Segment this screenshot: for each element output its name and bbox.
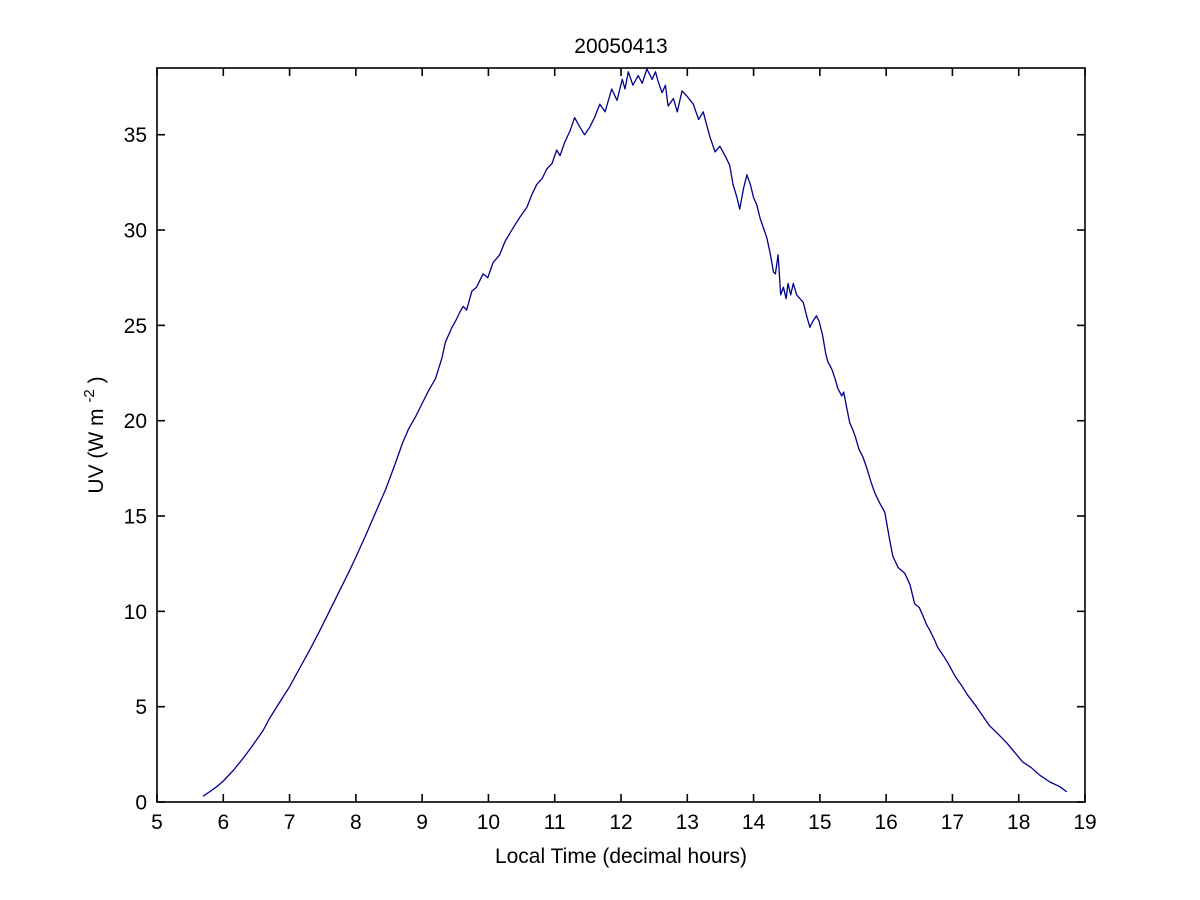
- x-tick-label: 16: [874, 811, 897, 834]
- x-tick-label: 6: [217, 811, 229, 834]
- y-tick-label: 30: [124, 220, 147, 243]
- x-tick-label: 5: [151, 811, 163, 834]
- y-tick-label: 0: [135, 792, 147, 815]
- y-tick-label: 20: [124, 410, 147, 433]
- axis-ticks: [156, 68, 1086, 803]
- x-tick-label: 15: [808, 811, 831, 834]
- x-tick-label: 18: [1007, 811, 1030, 834]
- y-axis-label-superscript: -2: [81, 389, 98, 402]
- y-axis-label: UV (W m -2 ): [76, 376, 108, 493]
- chart-title: 20050413: [574, 35, 667, 58]
- y-tick-label: 5: [135, 696, 147, 719]
- x-tick-label: 19: [1073, 811, 1096, 834]
- uv-series-line: [202, 68, 1068, 797]
- x-tick-label: 9: [416, 811, 428, 834]
- y-tick-label: 10: [124, 601, 147, 624]
- x-tick-label: 8: [350, 811, 362, 834]
- x-tick-label: 17: [941, 811, 964, 834]
- x-tick-label: 11: [544, 811, 566, 834]
- x-axis-label: Local Time (decimal hours): [495, 845, 747, 868]
- y-tick-label: 25: [124, 315, 147, 338]
- x-tick-label: 14: [742, 811, 766, 834]
- x-tick-label: 10: [477, 811, 500, 834]
- y-axis-label-close: ): [85, 376, 108, 383]
- y-axis-label-base: UV (W m: [85, 408, 108, 493]
- y-tick-label: 15: [124, 506, 147, 529]
- x-tick-label: 7: [284, 811, 296, 834]
- y-tick-label: 35: [124, 124, 147, 147]
- x-tick-label: 12: [609, 811, 632, 834]
- plot-frame: [156, 67, 1086, 803]
- x-tick-label: 13: [676, 811, 699, 834]
